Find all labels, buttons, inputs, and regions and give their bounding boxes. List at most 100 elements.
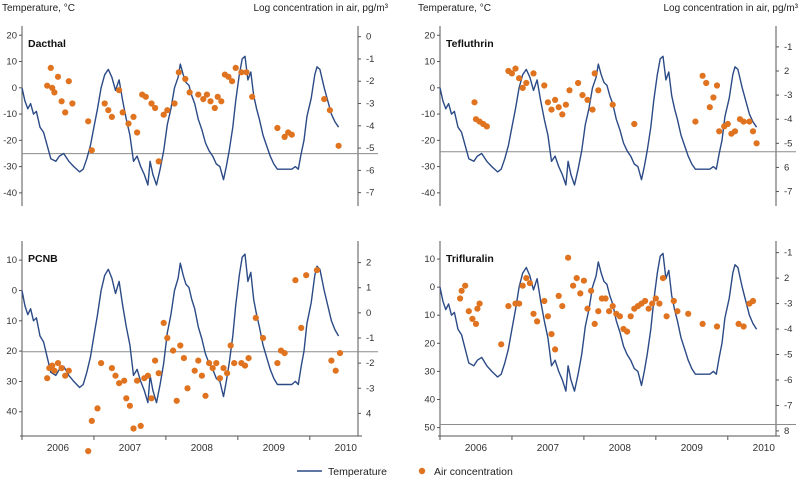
air-concentration-point [108, 113, 115, 120]
air-concentration-point [85, 448, 92, 455]
right-tick-label: -6 [366, 165, 374, 176]
right-tick-label: -4 [366, 121, 374, 132]
air-concentration-point [526, 280, 534, 287]
air-concentration-point [58, 365, 65, 372]
air-concentration-point [530, 310, 537, 317]
air-concentration-point [541, 82, 548, 89]
air-concentration-point [160, 111, 167, 118]
air-concentration-point [699, 72, 706, 79]
air-concentration-point [214, 93, 221, 100]
right-tick-label: 0 [366, 32, 371, 43]
air-concentration-point [469, 315, 476, 322]
air-concentration-point [731, 128, 739, 135]
air-concentration-point [645, 305, 652, 312]
air-concentration-point [54, 360, 62, 367]
air-concentration-point [713, 82, 721, 89]
panel-trifluralin: Trifluralin 10 0 10 20 30 40 50 -1 2 -3 -4 -5 -6 -7 8 [424, 241, 796, 437]
air-concentration-point [472, 320, 480, 327]
air-concentration-point [505, 303, 512, 310]
air-concentration-point [65, 367, 72, 374]
air-concentration-point [458, 287, 465, 294]
air-concentration-point [559, 111, 566, 118]
x-tick-label: 2006 [465, 443, 488, 454]
air-concentration-point [548, 331, 555, 338]
air-concentration-point [54, 73, 62, 80]
right-tick-label: -5 [366, 143, 374, 154]
right-tick-label: 2 [366, 258, 371, 269]
air-concentration-point [51, 367, 58, 374]
air-concentration-point [474, 305, 481, 312]
air-concentration-point [534, 318, 541, 325]
air-concentration-point [249, 93, 256, 100]
air-concentration-point [62, 109, 69, 116]
right-tick-label: 4 [366, 408, 371, 419]
air-concentration-point [749, 128, 757, 135]
air-concentration-point [252, 314, 259, 321]
air-concentration-point [336, 350, 344, 357]
air-concentration-point [471, 99, 478, 106]
air-concentration-point [148, 395, 155, 402]
air-concentration-point [457, 295, 464, 302]
air-concentration-point [519, 282, 526, 289]
right-tick-label: -3 [784, 90, 792, 101]
air-concentration-point [303, 272, 310, 279]
left-tick-label: 10 [424, 57, 435, 68]
panel-title: Dacthal [28, 38, 66, 50]
air-concentration-point [65, 78, 72, 85]
right-tick-label: -1 [784, 248, 792, 259]
air-concentration-point [552, 346, 559, 353]
air-concentration-point [152, 357, 159, 364]
right-tick-label: -3 [366, 383, 374, 394]
air-concentration-point [570, 282, 577, 289]
air-concentration-point [119, 109, 126, 116]
air-concentration-point [182, 75, 189, 83]
air-concentration-point [692, 118, 699, 125]
right-tick-label: 6 [784, 162, 789, 173]
air-concentration-point [137, 422, 144, 429]
air-concentration-point [476, 300, 483, 307]
air-concentration-point [523, 79, 530, 87]
air-concentration-point [164, 107, 171, 114]
left-tick-label: -20 [3, 135, 17, 146]
left-tick-label: -10 [3, 109, 17, 120]
air-concentration-point [555, 292, 562, 299]
panel-title: Tefluthrin [446, 38, 494, 50]
air-concentration-point [552, 96, 559, 103]
right-tick-label: -5 [784, 350, 792, 361]
left-tick-label: 20 [424, 338, 435, 349]
air-concentration-point [112, 372, 119, 379]
left-tick-label: 10 [6, 316, 17, 327]
right-tick-label: 1 [366, 283, 371, 294]
header-right-label-right-panel: Log concentration in air, pg/m³ [663, 3, 798, 14]
panel-title: PCNB [28, 253, 58, 265]
x-tick-label: 2007 [537, 443, 560, 454]
air-concentration-point [332, 367, 339, 374]
air-concentration-point [616, 313, 624, 320]
air-concentration-point [191, 367, 198, 374]
air-concentration-point [465, 308, 472, 315]
air-concentration-point [566, 87, 573, 94]
air-concentration-point [627, 313, 634, 320]
air-concentration-point [580, 277, 588, 284]
air-concentration-point [116, 380, 123, 387]
air-concentration-point [186, 89, 193, 96]
air-concentration-point [710, 94, 717, 101]
left-tick-label: -40 [3, 188, 17, 199]
air-concentration-point [584, 96, 591, 103]
air-concentration-point [49, 362, 56, 369]
air-concentration-point [216, 375, 223, 382]
air-concentration-point [134, 377, 141, 384]
air-concentration-point [548, 106, 555, 113]
left-tick-label: 0 [12, 83, 17, 94]
header-left-label-right-panel: Temperature, °C [418, 3, 491, 14]
air-concentration-point [142, 93, 149, 100]
air-concentration-point [573, 275, 580, 282]
temperature-line [439, 252, 758, 392]
air-concentration-point [108, 365, 115, 372]
x-axis-years-right: 2006 2007 2008 2009 2010 [439, 436, 775, 454]
x-tick-label: 2007 [119, 443, 142, 454]
air-concentration-point [211, 104, 218, 112]
air-concentration-point [735, 320, 742, 327]
air-concentration-point [483, 123, 490, 130]
air-concentration-point [530, 70, 537, 77]
